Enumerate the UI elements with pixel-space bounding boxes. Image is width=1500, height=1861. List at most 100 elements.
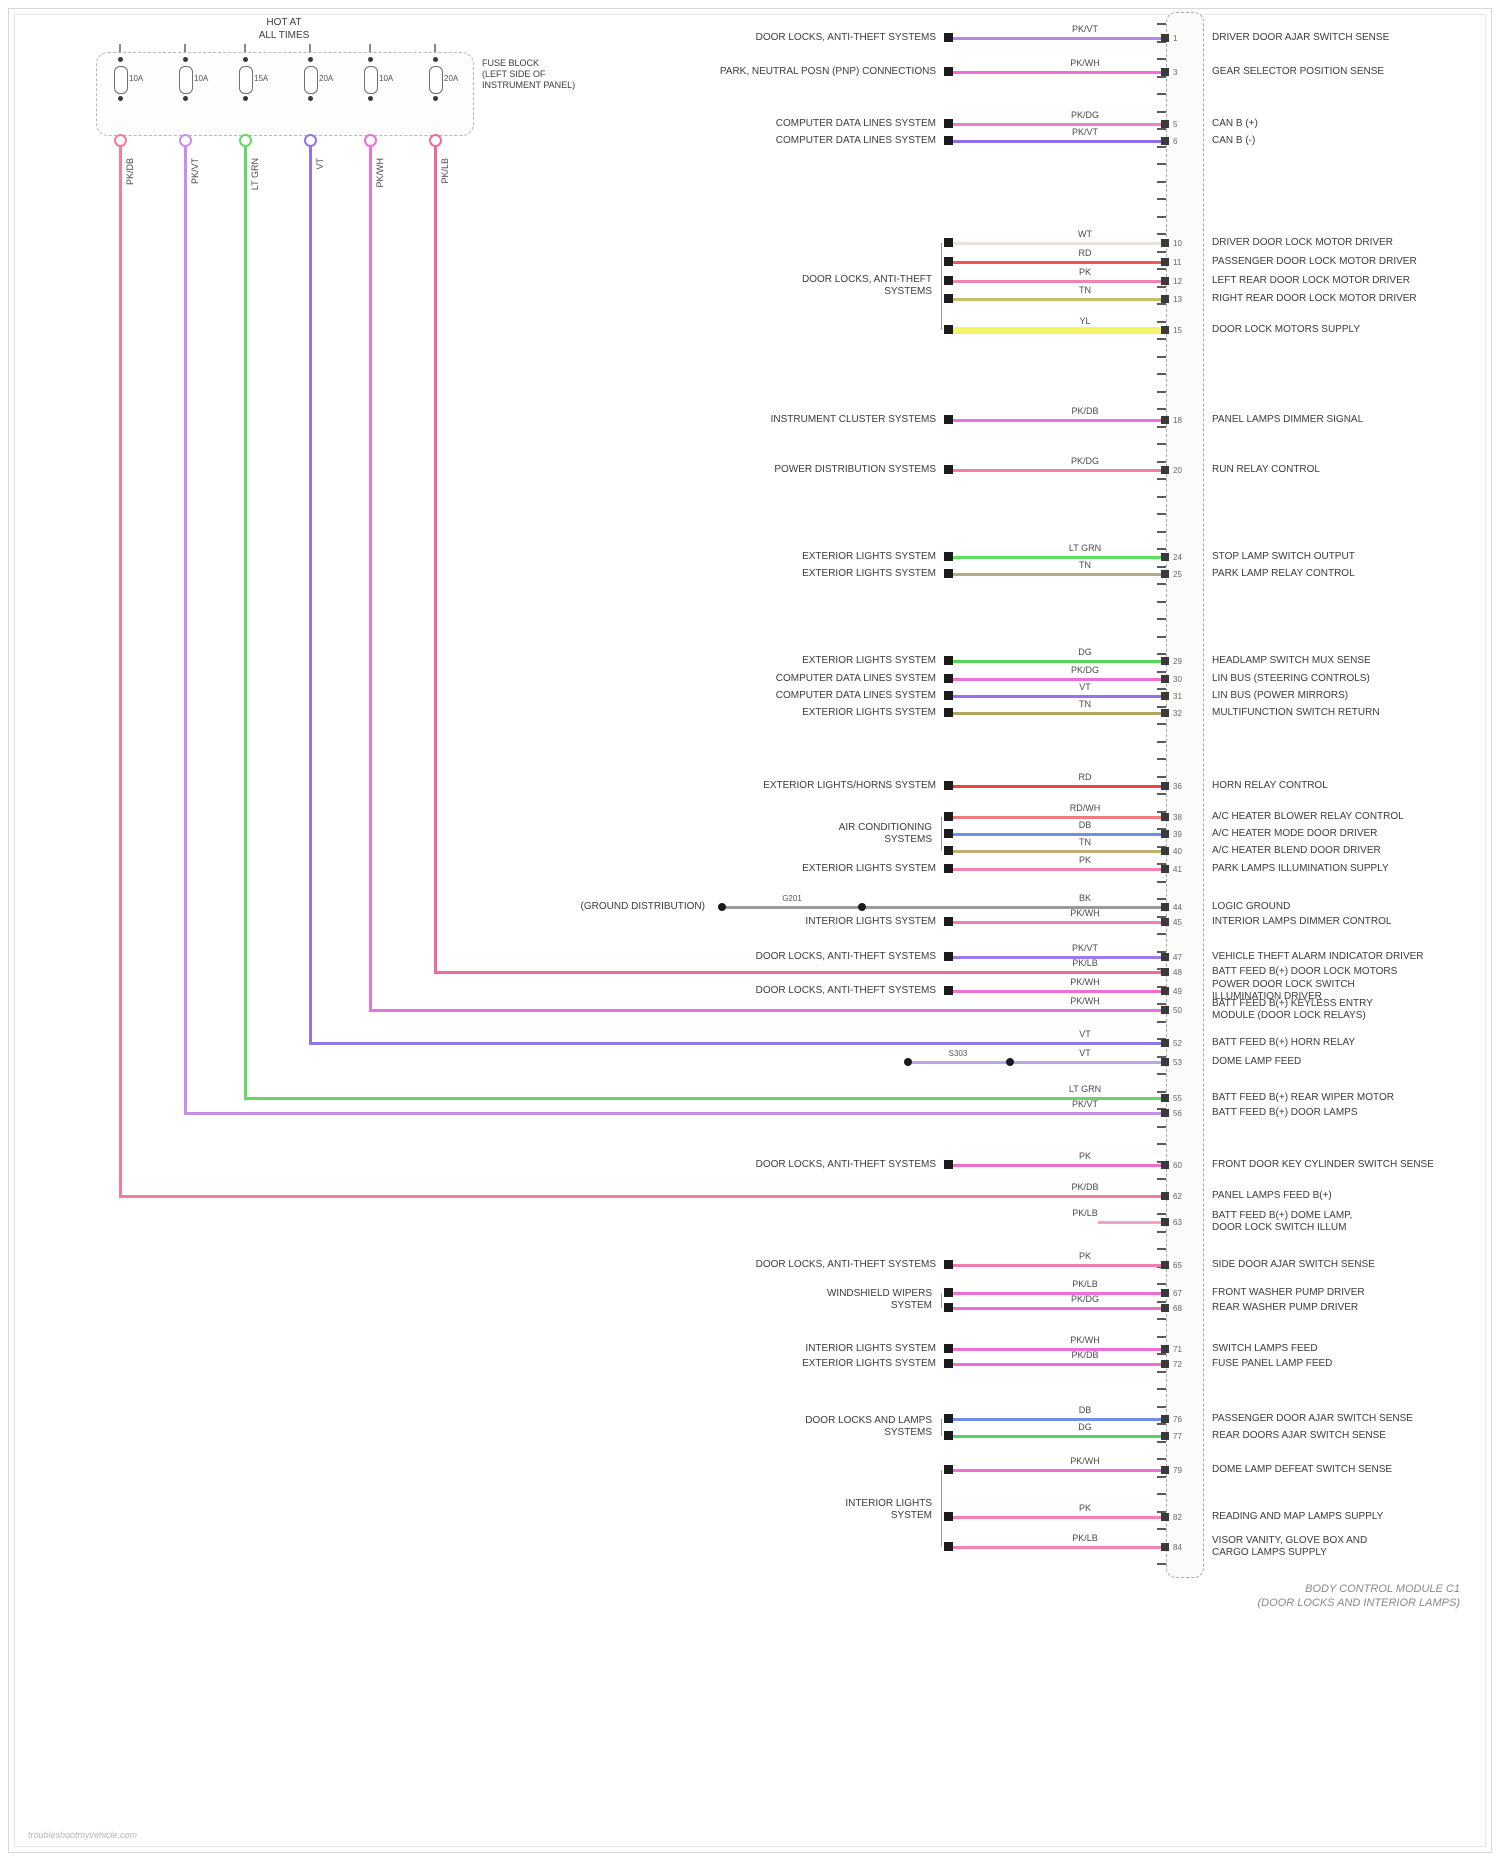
connector-pin	[1161, 34, 1169, 42]
fuse	[179, 66, 193, 94]
pin-number-label: 68	[1173, 1304, 1182, 1313]
wire-color-code-label: RD	[1078, 772, 1092, 782]
pin-number-label: 67	[1173, 1289, 1182, 1298]
wire-terminal	[944, 1288, 953, 1297]
wire-terminal	[944, 569, 953, 578]
wire	[185, 1111, 1166, 1115]
wire-right-label: BATT FEED B(+) DOOR LOCK MOTORS	[1212, 966, 1398, 977]
fuse-terminal-top	[367, 57, 373, 62]
wire-terminal	[944, 136, 953, 145]
connector-pin-tick	[1157, 740, 1166, 743]
pin-number-label: 56	[1173, 1109, 1182, 1118]
connector-pin-tick	[1157, 233, 1166, 235]
connector-pin	[1161, 1345, 1169, 1353]
connector-pin-tick	[1157, 915, 1166, 918]
connector-pin-tick	[1157, 635, 1166, 638]
fuse-amp-label: 15A	[254, 74, 269, 83]
splice-id-label: G201	[782, 894, 802, 903]
fuse-terminal-top	[242, 57, 248, 62]
fuse-terminal-top	[432, 57, 438, 62]
wire	[953, 711, 1166, 715]
wire-right-label: MULTIFUNCTION SWITCH RETURN	[1212, 707, 1380, 718]
wire-terminal	[944, 276, 953, 285]
wire	[953, 694, 1166, 698]
wire-color-code-label: TN	[1079, 285, 1091, 295]
fuse-amp-label: 20A	[319, 74, 334, 83]
wire	[953, 955, 1166, 959]
connector-pin	[1161, 1261, 1169, 1269]
connector-pin-tick	[1157, 1318, 1166, 1320]
fuse	[239, 66, 253, 94]
wire-left-label: COMPUTER DATA LINES SYSTEM	[775, 118, 936, 129]
connector-pin-tick	[1157, 705, 1166, 708]
wire-right-label: BATT FEED B(+) DOME LAMP, DOOR LOCK SWIT…	[1212, 1210, 1353, 1233]
wire-terminal	[944, 812, 953, 821]
connector-pin	[1161, 1513, 1169, 1521]
wire-right-label: SWITCH LAMPS FEED	[1212, 1343, 1318, 1354]
connector-pin-tick	[1157, 723, 1166, 725]
pin-number-label: 15	[1173, 326, 1182, 335]
wire-color-code-label: PK/WH	[1070, 58, 1100, 68]
connector-pin	[1161, 1218, 1169, 1226]
splice-dot	[718, 903, 726, 911]
wire	[245, 1096, 1166, 1100]
fuse-wire-code-label: PK/DB	[125, 158, 135, 186]
wire-terminal	[944, 415, 953, 424]
wire-color-code-label: RD	[1078, 248, 1092, 258]
wire-color-code-label: PK/DG	[1070, 1294, 1099, 1304]
fuse-cavity-stub	[369, 44, 371, 52]
connector-pin-tick	[1157, 355, 1166, 358]
pin-number-label: 6	[1173, 137, 1178, 146]
connector-pin-tick	[1157, 198, 1166, 200]
connector-pin	[1161, 553, 1169, 561]
wire-terminal	[944, 986, 953, 995]
connector-pin-tick	[1157, 688, 1166, 690]
connector-pin	[1161, 137, 1169, 145]
fuse-cavity-stub	[309, 44, 311, 52]
wire-terminal	[944, 691, 953, 700]
wire	[953, 139, 1166, 143]
wire-right-label: PASSENGER DOOR LOCK MOTOR DRIVER	[1212, 256, 1417, 267]
pin-number-label: 63	[1173, 1218, 1182, 1227]
fuse	[429, 66, 443, 94]
pin-number-label: 45	[1173, 918, 1182, 927]
wire-left-label: PARK, NEUTRAL POSN (PNP) CONNECTIONS	[719, 66, 936, 77]
fuse-cavity-stub	[244, 44, 246, 52]
wire-terminal	[944, 864, 953, 873]
wire-left-label: DOOR LOCKS, ANTI-THEFT SYSTEMS	[755, 1159, 936, 1170]
connector-pin	[1161, 239, 1169, 247]
pin-number-label: 12	[1173, 277, 1182, 286]
wire-color-code-label: DB	[1078, 820, 1092, 830]
wire	[953, 849, 1166, 853]
wire-right-label: PARK LAMP RELAY CONTROL	[1212, 568, 1355, 579]
connector-pin-tick	[1157, 1230, 1166, 1233]
connector-pin-tick	[1157, 460, 1166, 463]
wire-color-code-label: PK	[1078, 1251, 1091, 1261]
wire-terminal	[944, 952, 953, 961]
pin-number-label: 32	[1173, 709, 1182, 718]
cluster-bracket	[941, 1293, 942, 1308]
fuse-cavity-stub	[434, 44, 436, 52]
connector-pin-tick	[1157, 1353, 1166, 1355]
pin-number-label: 41	[1173, 865, 1182, 874]
wire-terminal	[944, 1512, 953, 1521]
connector-pin	[1161, 1094, 1169, 1102]
connector-pin	[1161, 692, 1169, 700]
pin-number-label: 24	[1173, 553, 1182, 562]
connector-pin-tick	[1157, 128, 1166, 130]
connector-pin-tick	[1157, 600, 1166, 603]
connector-pin	[1161, 1006, 1169, 1014]
connector-pin-tick	[1157, 268, 1166, 270]
wire-left-label: DOOR LOCKS, ANTI-THEFT SYSTEMS	[755, 32, 936, 43]
wire-terminal	[944, 708, 953, 717]
wire-terminal	[944, 1359, 953, 1368]
wire-color-code-label: PK/DG	[1070, 665, 1099, 675]
wire-terminal	[944, 1303, 953, 1312]
connector-pin-tick	[1157, 950, 1166, 953]
wire-left-label: EXTERIOR LIGHTS SYSTEM	[802, 551, 936, 562]
connector-pin	[1161, 1192, 1169, 1200]
pin-number-label: 77	[1173, 1432, 1182, 1441]
fuse-feed-wire-vertical	[184, 145, 187, 1115]
fuse-terminal-top	[117, 57, 123, 62]
wire-right-label: PASSENGER DOOR AJAR SWITCH SENSE	[1212, 1413, 1413, 1424]
